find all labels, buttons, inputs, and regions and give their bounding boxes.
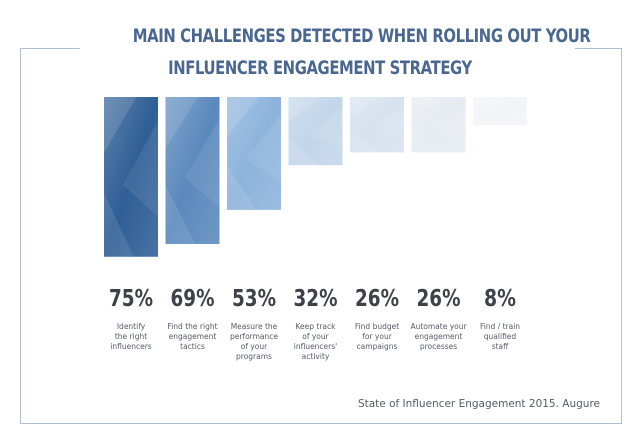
category-label-1-line-1: Identify: [116, 322, 146, 331]
bar-3-shade: [227, 97, 281, 210]
bar-group-5: 26%: [350, 97, 404, 312]
category-label-4-line-1: Keep track: [295, 322, 336, 331]
bar-7-shade: [473, 97, 527, 125]
category-label-7-line-2: qualified: [483, 332, 517, 341]
category-label-1-line-3: influencers: [110, 342, 152, 351]
category-label-7: Find / train qualified staff: [465, 322, 535, 352]
bar-group-6: 26%: [411, 97, 466, 312]
category-label-3-line-3: of your: [240, 342, 268, 351]
category-label-4-line-3: influencers': [293, 342, 338, 351]
category-label-4: Keep track of your influencers' activity: [281, 322, 351, 362]
category-label-3: Measure the performance of your programs: [219, 322, 289, 362]
category-label-6-line-3: processes: [419, 342, 458, 351]
category-label-4-line-2: of your: [302, 332, 329, 341]
frame-top-left: [20, 48, 80, 49]
category-label-2: Find the right engagement tactics: [158, 322, 228, 352]
value-label-4: 32%: [294, 286, 338, 312]
bar-group-2: 69%: [165, 97, 220, 312]
bar-2-shade: [165, 97, 220, 244]
category-label-7-line-1: Find / train: [479, 322, 521, 331]
chart-frame: [20, 48, 622, 424]
category-label-2-line-2: engagement: [168, 332, 217, 341]
category-label-6-line-2: engagement: [414, 332, 463, 341]
category-label-6-line-1: Automate your: [410, 322, 467, 331]
bar-6-shade: [411, 97, 466, 153]
value-label-1: 75%: [109, 286, 153, 312]
category-label-5-line-2: for your: [362, 332, 392, 341]
frame-top-right: [575, 48, 621, 49]
value-label-5: 26%: [355, 286, 399, 312]
bar-5-shade: [350, 97, 404, 153]
category-label-5-line-1: Find budget: [354, 322, 400, 331]
chart-title-line-2: INFLUENCER ENGAGEMENT STRATEGY: [168, 57, 472, 79]
category-label-3-line-4: programs: [236, 352, 272, 361]
category-label-3-line-2: performance: [229, 332, 279, 341]
bar-group-1: 75%: [104, 97, 158, 312]
category-label-2-line-1: Find the right: [167, 322, 218, 331]
category-label-1-line-2: the right: [114, 332, 148, 341]
value-label-6: 26%: [417, 286, 461, 312]
category-label-1: Identify the right influencers: [96, 322, 166, 352]
bar-group-4: 32%: [288, 97, 343, 312]
category-label-5-line-3: campaigns: [356, 342, 398, 351]
bar-1-shade: [104, 97, 158, 257]
chart-title-line-1: MAIN CHALLENGES DETECTED WHEN ROLLING OU…: [132, 25, 591, 47]
category-label-5: Find budget for your campaigns: [342, 322, 412, 352]
bar-group-3: 53%: [227, 97, 281, 312]
category-label-6: Automate your engagement processes: [404, 322, 474, 352]
category-label-3-line-1: Measure the: [230, 322, 278, 331]
chart-title: MAIN CHALLENGES DETECTED WHEN ROLLING OU…: [132, 20, 591, 84]
value-label-3: 53%: [232, 286, 276, 312]
category-label-4-line-4: activity: [301, 352, 330, 361]
bar-group-7: 8%: [473, 97, 527, 312]
source-note: State of Influencer Engagement 2015. Aug…: [357, 398, 600, 410]
category-label-2-line-3: tactics: [180, 342, 205, 351]
bar-4-shade: [288, 97, 343, 166]
value-label-7: 8%: [484, 286, 516, 312]
category-label-7-line-3: staff: [491, 342, 509, 351]
value-label-2: 69%: [171, 286, 215, 312]
